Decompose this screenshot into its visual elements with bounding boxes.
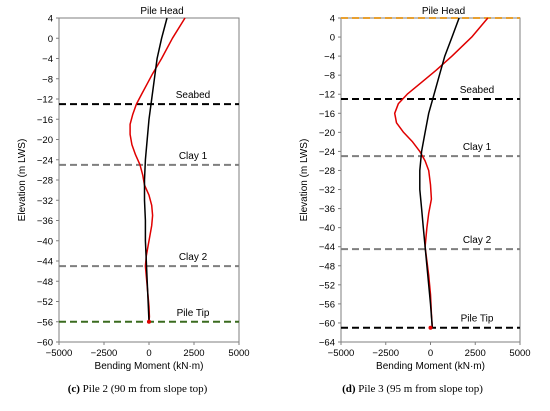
y-tick-label: 4 [330, 14, 335, 25]
annotation-label: Pile Tip [177, 308, 210, 319]
y-tick-label: −24 [319, 147, 335, 158]
x-tick-label: 2500 [183, 348, 204, 359]
plot-area-frame [58, 17, 240, 343]
annotation-label: Clay 1 [179, 151, 208, 162]
y-tick-label: 4 [48, 14, 53, 25]
y-tick-label: −16 [37, 115, 53, 126]
series-line-black [419, 17, 460, 328]
caption-letter: (c) [67, 383, 80, 395]
annotation-label: Clay 2 [179, 252, 208, 263]
x-tick-label: −5000 [46, 348, 73, 359]
caption-text: Pile 2 (90 m from slope top) [82, 383, 208, 395]
series-line-red [393, 17, 489, 328]
series-line-red [129, 17, 186, 322]
chart-panel-pile-2: 4 0 −4 −8 −12 −16 −20 −24 −28 −32 −36 −40 −44 −48 −52 −… [17, 6, 250, 372]
y-tick-label: −20 [37, 135, 53, 146]
y-tick-label: −44 [37, 257, 53, 268]
y-tick-label: −8 [42, 74, 53, 85]
annotation-label: Pile Head [140, 6, 183, 17]
y-axis-label: Elevation (m LWS) [299, 139, 310, 222]
y-tick-label: 0 [48, 34, 53, 45]
x-tick-label: 0 [146, 348, 151, 359]
annotation-label: Seabed [176, 90, 210, 101]
y-tick-label: −60 [319, 318, 335, 329]
annotation-label: Pile Head [422, 6, 465, 17]
pile-tip-marker [428, 325, 433, 330]
y-tick-label: −12 [37, 95, 53, 106]
y-tick-label: −12 [319, 90, 335, 101]
y-tick-label: −28 [37, 176, 53, 187]
x-tick-label: 2500 [465, 348, 486, 359]
y-tick-label: −56 [37, 317, 53, 328]
annotation-label: Pile Tip [461, 314, 494, 325]
y-tick-label: −48 [37, 277, 53, 288]
y-tick-label: −60 [37, 338, 53, 349]
annotation-label: Seabed [460, 85, 494, 96]
x-tick-label: 0 [428, 348, 433, 359]
y-tick-label: −52 [37, 297, 53, 308]
y-tick-label: −64 [319, 338, 335, 349]
y-tick-label: −36 [319, 204, 335, 215]
y-tick-label: −16 [319, 109, 335, 120]
y-tick-label: −40 [319, 223, 335, 234]
series-line-black [143, 17, 168, 322]
x-axis-label: Bending Moment (kN·m) [376, 361, 485, 372]
annotation-label: Clay 2 [463, 235, 492, 246]
annotation-label: Clay 1 [463, 142, 492, 153]
y-tick-label: −36 [37, 216, 53, 227]
chart-canvas: 40−4−8−12−16−20−24−28−32−36−40−44−48−52−… [17, 6, 531, 372]
y-tick-label: −52 [319, 280, 335, 291]
y-tick-label: −28 [319, 166, 335, 177]
x-tick-label: 5000 [228, 348, 249, 359]
y-axis-label: Elevation (m LWS) [17, 139, 28, 222]
y-tick-label: 0 [330, 33, 335, 44]
y-tick-label: −40 [37, 236, 53, 247]
caption-text: Pile 3 (95 m from slope top) [358, 383, 483, 395]
caption-letter: (d) [342, 383, 356, 395]
x-tick-label: 5000 [509, 348, 530, 359]
y-tick-label: −24 [37, 155, 53, 166]
y-tick-label: −4 [42, 54, 53, 65]
y-tick-label: −48 [319, 261, 335, 272]
caption-pile-2: (c) Pile 2 (90 m from slope top) [0, 383, 275, 395]
pile-tip-marker [147, 319, 151, 324]
y-tick-label: −56 [319, 299, 335, 310]
y-tick-label: −44 [319, 242, 335, 253]
caption-pile-3: (d) Pile 3 (95 m from slope top) [275, 383, 550, 395]
y-tick-label: −32 [37, 196, 53, 207]
x-tick-label: −5000 [328, 348, 355, 359]
y-tick-label: −32 [319, 185, 335, 196]
x-tick-label: −2500 [372, 348, 399, 359]
y-tick-label: −20 [319, 128, 335, 139]
x-axis-label: Bending Moment (kN·m) [95, 361, 204, 372]
x-tick-label: −2500 [91, 348, 118, 359]
y-tick-label: −8 [324, 71, 335, 82]
chart-panel-pile-3: 4 0 −4 −8 −12 −16 −20 −24 −28 −32 −36 −40 −44 −48 −52 −… [299, 6, 531, 372]
y-tick-label: −4 [324, 52, 335, 63]
